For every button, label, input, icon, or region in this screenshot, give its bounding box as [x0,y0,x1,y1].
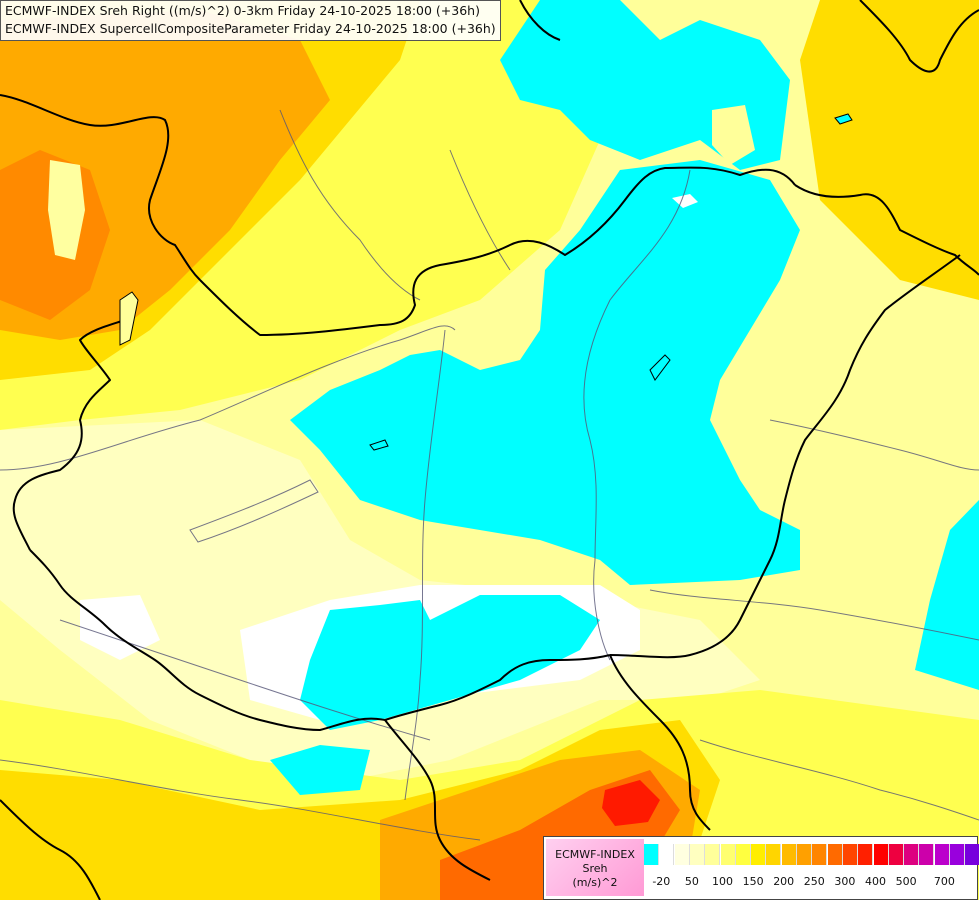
river-east-1 [769,419,979,471]
legend-swatch [950,844,965,865]
legend-swatch [812,844,828,865]
legend-swatch [751,844,767,865]
river-north-2 [449,149,511,271]
border-bih [0,799,101,900]
legend-swatch [827,844,843,865]
river-balaton [189,479,319,543]
border-north-czsk [0,94,201,281]
border-hr-srb [384,719,491,881]
legend-swatch [842,844,858,865]
river-se [699,739,979,821]
legend-unit: (m/s)^2 [572,876,618,889]
legend-swatch [873,844,889,865]
river-east-2 [649,589,979,641]
legend-source: ECMWF-INDEX [555,848,635,861]
legend-swatch [965,844,979,865]
river-north-1 [279,109,421,301]
lake-small-1 [369,439,389,451]
field-white-sw [80,595,160,660]
legend-tick-label: 400 [865,875,886,888]
legend-tick-label: 300 [834,875,856,888]
river-sava [0,759,481,841]
field-gold-east [800,0,979,300]
river-danube-west [0,325,456,471]
river-drava [59,619,431,741]
field-cyan-sw-blob [270,745,370,795]
legend-swatch [735,844,751,865]
legend-tick-label: 500 [895,875,917,888]
legend-swatch [705,844,721,865]
legend-variable: Sreh [582,862,608,875]
field-red-core [602,780,660,826]
lake-small-3 [119,291,139,346]
border-srb-ro [609,654,711,831]
border-top-segment [519,0,561,41]
legend-tick-label: -20 [652,875,671,888]
border-ua [794,184,979,276]
field-white-small [672,194,698,208]
border-ro-hu [609,254,961,659]
field-cyan-east [915,500,979,690]
legend-swatch [919,844,935,865]
legend-swatch [720,844,736,865]
lake-small-4 [834,113,853,125]
lake-small-2 [649,354,671,381]
legend-tick-label: 50 [684,875,699,888]
legend-swatch [644,844,659,865]
legend-swatch [797,844,812,865]
legend-swatch [858,844,874,865]
map-title-box: ECMWF-INDEX Sreh Right ((m/s)^2) 0-3km F… [0,0,501,41]
border-hu-hr [29,549,386,731]
border-west-at [12,319,126,551]
legend-tick-label: 100 [712,875,733,888]
river-tisza [583,169,691,661]
legend-swatch [781,844,797,865]
map-title-line1: ECMWF-INDEX Sreh Right ((m/s)^2) 0-3km F… [5,3,480,18]
border-sk-hu [199,166,796,336]
field-cyan-south [300,595,600,730]
legend-swatch [904,844,920,865]
field-white-north-island [712,105,755,165]
legend-swatch [766,844,782,865]
legend-swatch [888,844,904,865]
legend-swatch [674,844,690,865]
river-danube-south [404,329,446,801]
legend-swatch [934,844,950,865]
border-ne-corner [859,0,979,73]
legend-tick-label: 150 [742,875,764,888]
legend-tick-label: 250 [803,875,825,888]
rivers [0,109,979,841]
legend-tick-label: 700 [933,875,955,888]
map-title-line2: ECMWF-INDEX SupercellCompositeParameter … [5,21,496,36]
field-cyan-main [290,160,800,585]
color-legend: ECMWF-INDEX Sreh (m/s)^2 -20 50 100 150 200 2… [543,836,979,900]
legend-swatch [689,844,705,865]
legend-label-block: ECMWF-INDEX Sreh (m/s)^2 [546,839,644,896]
field-pale-nw-streak [48,160,85,260]
border-hu-srb [384,654,611,721]
legend-swatch [659,844,675,865]
legend-tick-label: 200 [773,875,795,888]
